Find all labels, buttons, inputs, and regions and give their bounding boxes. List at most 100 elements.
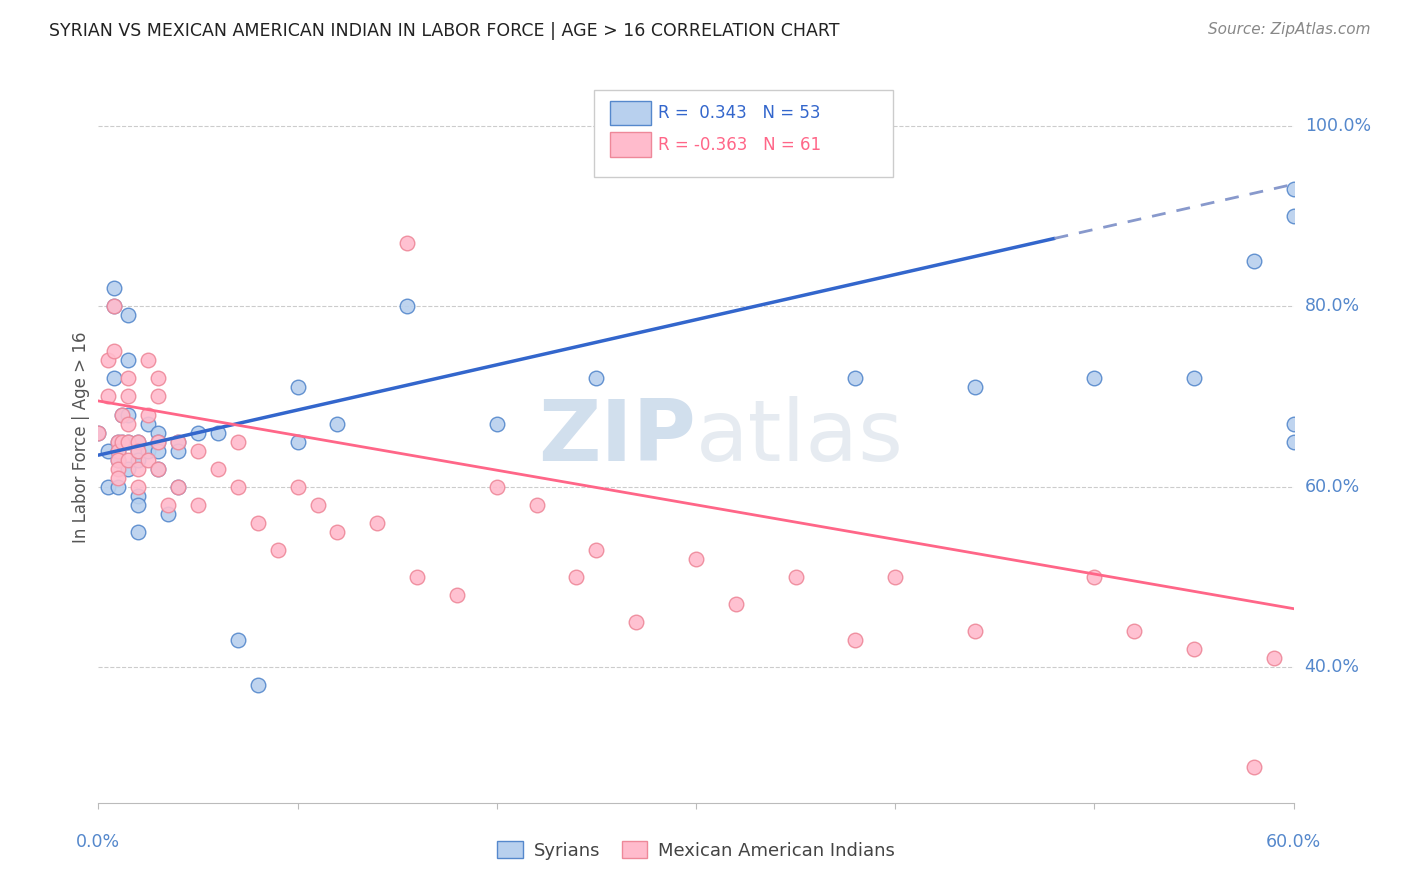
Point — [117, 417, 139, 431]
Point — [844, 371, 866, 385]
Point — [97, 480, 120, 494]
Point — [226, 434, 249, 449]
Point — [207, 425, 229, 440]
Point — [246, 678, 269, 692]
Point — [117, 389, 139, 403]
Point — [107, 434, 129, 449]
Text: R =  0.343   N = 53: R = 0.343 N = 53 — [658, 104, 820, 122]
Point — [148, 461, 170, 475]
FancyBboxPatch shape — [610, 101, 651, 126]
Point — [103, 299, 125, 313]
Point — [103, 344, 125, 359]
Point — [107, 434, 129, 449]
Point — [117, 461, 139, 475]
Point — [103, 281, 125, 295]
Point — [1123, 624, 1146, 639]
Point — [107, 452, 129, 467]
Y-axis label: In Labor Force | Age > 16: In Labor Force | Age > 16 — [72, 331, 90, 543]
Text: ZIP: ZIP — [538, 395, 696, 479]
Point — [585, 371, 607, 385]
Point — [127, 443, 149, 458]
Point — [111, 408, 134, 422]
Point — [136, 408, 159, 422]
Text: SYRIAN VS MEXICAN AMERICAN INDIAN IN LABOR FORCE | AGE > 16 CORRELATION CHART: SYRIAN VS MEXICAN AMERICAN INDIAN IN LAB… — [49, 22, 839, 40]
Point — [117, 308, 139, 322]
Point — [167, 443, 190, 458]
Point — [685, 154, 707, 169]
Point — [127, 452, 149, 467]
Point — [396, 299, 419, 313]
Point — [127, 498, 149, 512]
Point — [127, 461, 149, 475]
Point — [1083, 570, 1105, 584]
Point — [1083, 371, 1105, 385]
Point — [117, 434, 139, 449]
Point — [167, 434, 190, 449]
Point — [307, 498, 329, 512]
Point — [127, 524, 149, 539]
Point — [685, 552, 707, 566]
Point — [1182, 642, 1205, 657]
Point — [117, 371, 139, 385]
Point — [107, 452, 129, 467]
Point — [117, 353, 139, 368]
Point — [396, 235, 419, 250]
Point — [127, 434, 149, 449]
Point — [111, 408, 134, 422]
Point — [785, 570, 807, 584]
Text: 40.0%: 40.0% — [1305, 658, 1360, 676]
Point — [167, 480, 190, 494]
Point — [97, 389, 120, 403]
Point — [485, 417, 508, 431]
Point — [526, 498, 548, 512]
Text: 0.0%: 0.0% — [76, 833, 121, 851]
Point — [117, 452, 139, 467]
Point — [111, 434, 134, 449]
Point — [1282, 182, 1305, 196]
Legend: Syrians, Mexican American Indians: Syrians, Mexican American Indians — [491, 834, 901, 867]
Point — [103, 299, 125, 313]
Point — [148, 425, 170, 440]
Point — [127, 434, 149, 449]
Point — [127, 480, 149, 494]
Point — [136, 443, 159, 458]
Point — [87, 425, 110, 440]
Point — [844, 633, 866, 648]
Point — [585, 543, 607, 558]
Point — [127, 489, 149, 503]
Point — [187, 425, 209, 440]
Point — [148, 371, 170, 385]
Text: 100.0%: 100.0% — [1305, 117, 1371, 135]
Point — [148, 434, 170, 449]
Point — [107, 443, 129, 458]
Point — [136, 452, 159, 467]
Point — [287, 380, 309, 394]
Point — [117, 434, 139, 449]
Point — [326, 417, 349, 431]
Point — [1243, 254, 1265, 268]
Point — [103, 371, 125, 385]
Point — [167, 434, 190, 449]
Point — [226, 480, 249, 494]
Point — [167, 480, 190, 494]
Point — [148, 461, 170, 475]
Point — [136, 353, 159, 368]
Point — [148, 434, 170, 449]
Point — [207, 461, 229, 475]
Point — [1263, 651, 1285, 665]
Point — [724, 597, 747, 611]
Point — [97, 443, 120, 458]
Text: Source: ZipAtlas.com: Source: ZipAtlas.com — [1208, 22, 1371, 37]
Point — [148, 389, 170, 403]
Point — [884, 570, 907, 584]
Point — [107, 443, 129, 458]
Point — [1243, 760, 1265, 774]
Point — [97, 353, 120, 368]
Point — [107, 480, 129, 494]
Point — [565, 570, 588, 584]
Point — [1282, 417, 1305, 431]
Point — [107, 461, 129, 475]
Text: 60.0%: 60.0% — [1305, 478, 1360, 496]
Point — [107, 471, 129, 485]
Text: atlas: atlas — [696, 395, 904, 479]
